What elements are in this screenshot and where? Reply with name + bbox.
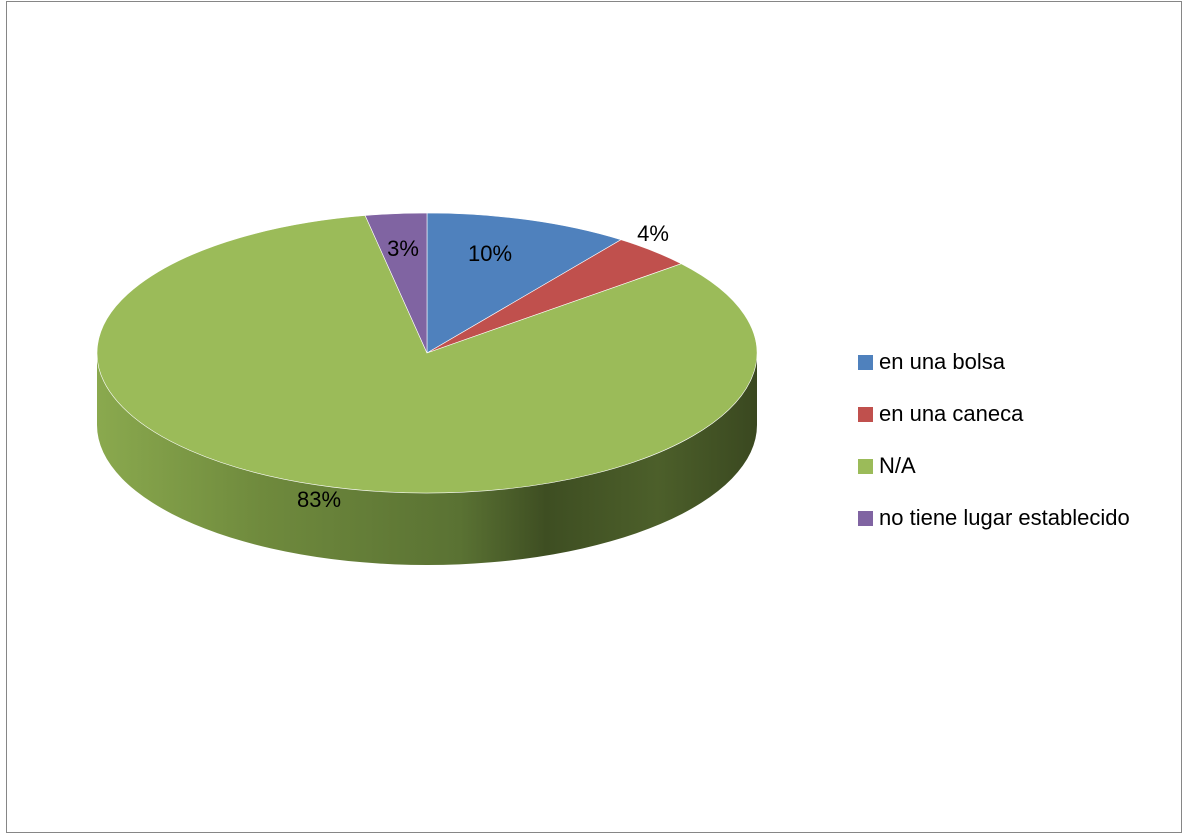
legend-item-en-una-caneca: en una caneca bbox=[858, 388, 1130, 440]
legend-label: en una bolsa bbox=[879, 349, 1005, 374]
legend-item-en-una-bolsa: en una bolsa bbox=[858, 336, 1130, 388]
legend-label: en una caneca bbox=[879, 401, 1024, 426]
legend-swatch bbox=[858, 458, 873, 474]
legend-label: no tiene lugar establecido bbox=[879, 505, 1130, 530]
data-label-no-tiene-lugar-establecido: 3% bbox=[387, 236, 419, 261]
data-label-en-una-bolsa: 10% bbox=[468, 241, 512, 266]
legend-item-n-a: N/A bbox=[858, 440, 1130, 492]
legend-swatch bbox=[858, 354, 873, 370]
legend-item-no-tiene-lugar-establecido: no tiene lugar establecido bbox=[858, 492, 1130, 544]
pie-slice-en-una-bolsa bbox=[426, 212, 622, 354]
data-label-n-a: 83% bbox=[297, 487, 341, 512]
data-label-en-una-caneca: 4% bbox=[637, 221, 669, 246]
legend-swatch bbox=[858, 510, 873, 526]
pie-slice-n-a bbox=[96, 215, 758, 494]
legend-label: N/A bbox=[879, 453, 916, 478]
pie-side-wall bbox=[97, 353, 757, 565]
pie-slice-no-tiene-lugar-establecido bbox=[364, 212, 428, 354]
chart-legend: en una bolsa en una caneca N/A no tiene lug… bbox=[858, 336, 1130, 544]
legend-swatch bbox=[858, 406, 873, 422]
